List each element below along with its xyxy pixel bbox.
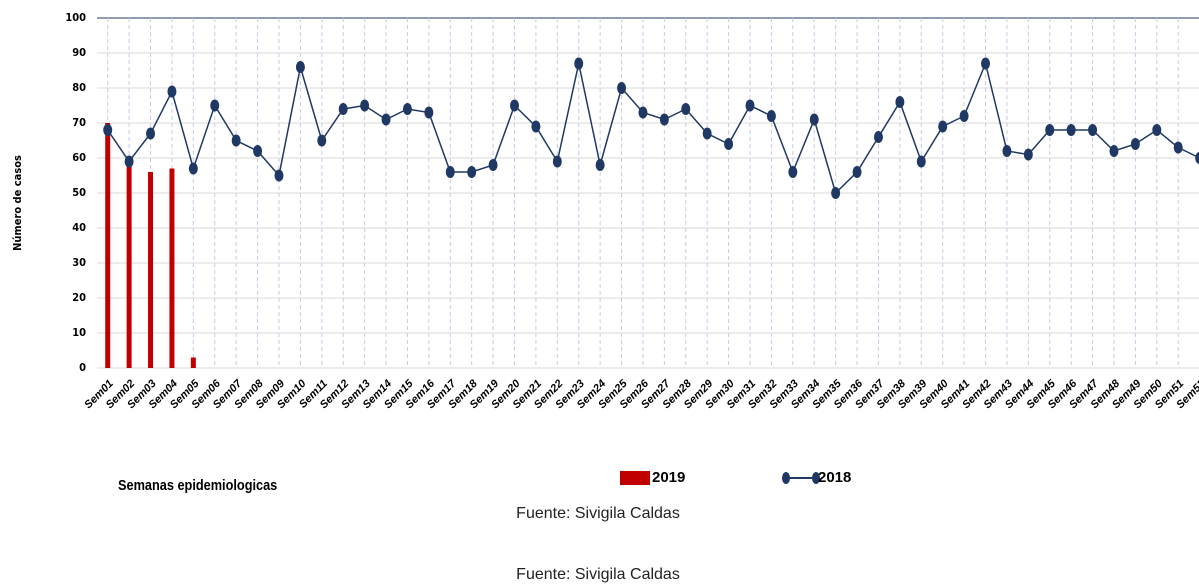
point [253,145,263,157]
y-axis-label: Número de casos [11,155,24,251]
point [1088,124,1098,136]
point [317,134,327,147]
point [852,166,862,178]
point [681,103,691,115]
point [552,155,562,168]
x-axis-label: Semanas epidemiologicas [118,476,278,493]
point [103,124,113,136]
y-tick-label: 60 [72,151,86,164]
point [1002,145,1012,157]
y-tick-label: 0 [79,361,86,374]
point [274,169,284,182]
y-tick-label: 70 [72,116,86,129]
point [595,159,605,171]
point [338,103,348,115]
bar [126,165,132,368]
point [831,187,841,199]
point [959,110,969,122]
legend-swatch [620,471,650,485]
y-tick-label: 30 [72,256,86,269]
y-tick-label: 50 [72,186,86,199]
point [424,106,434,119]
legend-swatch [812,472,820,484]
point [574,57,584,70]
bar [148,172,154,368]
point [146,127,156,140]
point [938,120,948,133]
point [402,103,412,115]
source-note: Fuente: Sivigila Caldas [516,505,680,522]
point [702,127,712,140]
legend-label: 2019 [652,469,685,486]
y-tick-label: 80 [72,81,86,94]
y-tick-label: 40 [72,221,86,234]
point [360,99,370,112]
bar [190,357,196,368]
point [724,138,734,150]
point [509,99,519,112]
point [124,155,134,168]
point [1045,124,1055,136]
point [1173,141,1183,154]
point [1023,148,1033,161]
point [467,166,477,178]
point [1109,145,1119,157]
point [295,61,305,73]
line [107,61,1199,195]
point [1152,124,1162,136]
point [916,155,926,168]
point [488,159,498,171]
point [745,99,755,112]
point [895,96,905,108]
source-note: Fuente: Sivigila Caldas [516,566,680,583]
bar [105,123,111,368]
point [873,131,883,143]
legend-label: 2018 [818,469,851,486]
y-tick-label: 20 [72,291,86,304]
point [1130,138,1140,150]
legend-swatch [782,472,790,484]
point [167,85,177,98]
point [766,110,776,122]
point [1195,152,1199,164]
point [981,57,991,70]
point [210,99,220,112]
point [381,113,391,126]
point [809,113,819,126]
point [188,162,198,175]
point [659,113,669,126]
point [617,82,627,94]
y-tick-label: 90 [72,46,86,59]
bar [169,168,175,368]
point [231,134,241,147]
point [445,166,455,178]
y-tick-label: 100 [65,11,86,24]
y-tick-label: 10 [72,326,86,339]
point [638,106,648,119]
point [531,120,541,133]
point [1066,124,1076,136]
point [788,166,798,178]
